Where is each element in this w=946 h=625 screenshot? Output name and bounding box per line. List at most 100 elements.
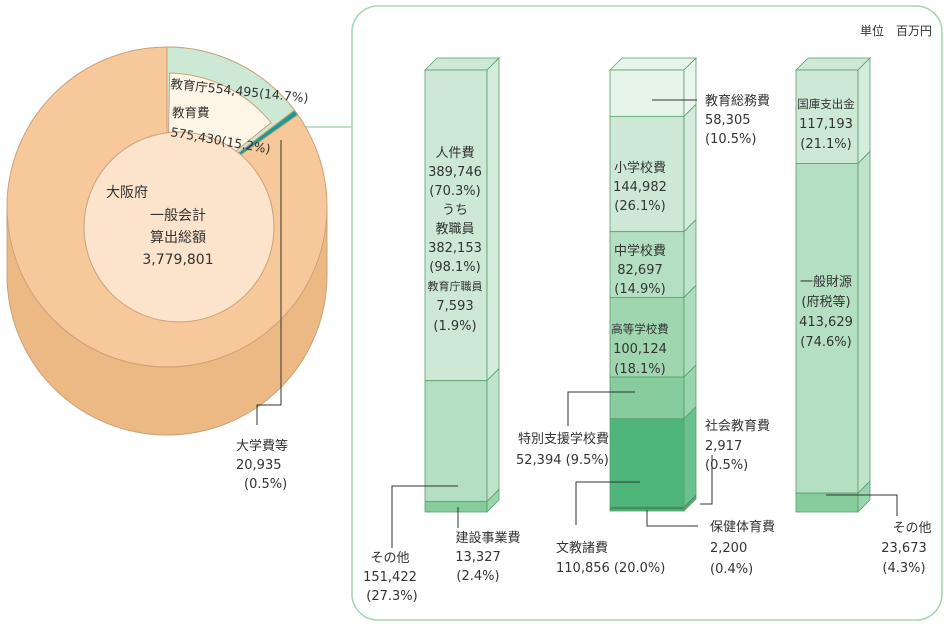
junior-high-value: 82,697 [617,263,663,278]
elementary-name: 小学校費 [614,160,666,176]
construction-value: 13,327 [455,550,501,565]
bar1-labels: 人件費 389,746 (70.3%) うち 教職員 382,153 (98.1… [363,146,520,604]
high-school-percent: (18.1%) [614,362,665,377]
health-pe-value: 2,200 [710,541,747,556]
treasury-percent: (21.1%) [800,137,851,152]
agency-staff-value: 7,593 [436,299,473,314]
bar3-segment-1-side [857,57,871,165]
bar2-segment-8-side [683,496,697,512]
general-revenue-value: 413,629 [799,315,853,330]
treasury-value: 117,193 [799,117,853,132]
university-label-percent: (0.5%) [244,477,287,492]
bar2-segment-4-side [683,284,697,379]
detail-frame [351,5,943,621]
pie-total-value: 3,779,801 [142,252,213,268]
university-label-name: 大学費等 [236,438,288,454]
personnel-name: 人件費 [435,146,474,161]
junior-high-name: 中学校費 [614,243,666,259]
high-school-name: 高等学校費 [611,322,669,336]
cultural-leader-line [575,481,640,525]
bar2-labels: 教育総務費 58,305 (10.5%) 小学校費 144,982 (26.1%… [516,93,775,577]
pie-center-line-3: 算出総額 [150,230,206,246]
other-leader-line [391,485,458,548]
bar1-segment-1-side [486,57,500,382]
revenue-other-percent: (4.3%) [882,561,925,576]
university-leader-line [256,140,282,425]
cultural-percent: (20.0%) [614,561,665,576]
general-affairs-value: 58,305 [705,113,751,128]
social-ed-value: 2,917 [705,439,742,454]
revenue-other-leader-line [826,494,898,516]
construction-percent: (2.4%) [456,569,499,584]
bar3-segment-2-side [857,150,871,495]
health-pe-name: 保健体育費 [710,519,775,535]
general-revenue-percent: (74.6%) [800,335,851,350]
personnel-percent: (70.3%) [429,184,480,199]
construction-name: 建設事業費 [455,530,520,546]
special-support-value-line: 52,394 (9.5%) [516,453,609,468]
general-revenue-name: 一般財源 [800,274,852,290]
other-value: 151,422 [363,570,417,585]
general-revenue-sub: (府税等) [801,294,850,310]
cultural-value-line: 110,856 (20.0%) [556,561,665,576]
budget-pie [6,46,328,436]
other-name: その他 [370,551,409,566]
special-support-name: 特別支援学校費 [518,431,609,447]
personnel-value: 389,746 [428,165,482,180]
bar2-top-face [609,57,697,71]
teachers-name: 教職員 [435,221,474,237]
health-pe-leader-line [646,510,698,527]
unit-label: 単位 百万円 [860,23,932,38]
university-label-value: 20,935 [236,458,282,473]
general-affairs-percent: (10.5%) [705,132,756,147]
bar3-segment-2 [795,163,859,494]
pie-center-line-1: 大阪府 [106,185,148,201]
pie-labels: 大阪府 一般会計 算出総額 3,779,801 教育庁554,495(14.7%… [106,76,309,492]
agency-staff-percent: (1.9%) [433,319,476,334]
bar2-segment-4 [609,297,685,378]
revenue-other-name: その他 [892,521,931,536]
agency-percent: (14.7%) [258,85,309,105]
bar1-segment-3 [424,500,488,513]
bar2-segment-6-side [683,405,697,508]
social-ed-leader-line [700,455,713,505]
teachers-percent: (98.1%) [429,260,480,275]
revenue-other-value: 23,673 [881,541,927,556]
bar2-segment-3 [609,231,685,298]
bar2-segment-6 [609,418,685,508]
other-percent: (27.3%) [366,589,417,604]
special-support-leader-line [567,391,635,426]
high-school-value: 100,124 [613,342,667,357]
bar3-top-face [795,57,871,71]
stacked-bars [424,57,871,513]
teachers-value: 382,153 [428,241,482,256]
education-slice-name: 教育費 [172,105,210,120]
cultural-name: 文教諸費 [556,540,608,556]
pie-center-circle [83,131,275,323]
bar1-segment-2-side [486,367,500,503]
bar3-labels: 国庫支出金 117,193 (21.1%) 一般財源 (府税等) 413,629… [797,97,931,576]
pie-center-line-2: 一般会計 [150,208,206,224]
bar3-segment-3-side [857,480,871,513]
special-support-percent: (9.5%) [566,453,609,468]
social-ed-name: 社会教育費 [705,418,770,434]
elementary-value: 144,982 [613,180,667,195]
agency-name: 教育庁 [170,76,209,95]
bar2-segment-2-side [683,103,697,233]
agency-slice-label: 教育庁554,495(14.7%) [170,76,309,105]
general-affairs-name: 教育総務費 [705,93,770,109]
bar1-top-face [424,57,500,71]
bar1-segment-3-side [486,488,500,513]
personnel-breakdown-label: うち [442,203,468,218]
bar2-segment-1 [609,69,685,117]
junior-high-percent: (14.9%) [614,282,665,297]
bar2-segment-5 [609,376,685,420]
health-pe-percent: (0.4%) [710,562,753,577]
bar1-segment-1 [424,69,488,382]
cultural-value: 110,856 [556,561,610,576]
bar2-segment-3-side [683,218,697,299]
bar1-segment-2 [424,380,488,502]
bar3-segment-3 [795,492,859,513]
agency-value: 554,495 [207,80,260,100]
